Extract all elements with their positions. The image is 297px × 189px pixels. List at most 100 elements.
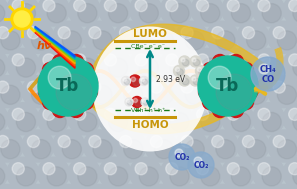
Circle shape: [201, 112, 220, 132]
Circle shape: [108, 112, 128, 132]
Circle shape: [126, 99, 129, 102]
Circle shape: [173, 66, 184, 77]
Circle shape: [177, 69, 184, 75]
Circle shape: [283, 0, 297, 26]
Circle shape: [108, 167, 128, 186]
Circle shape: [176, 76, 208, 108]
Circle shape: [201, 167, 220, 186]
Circle shape: [166, 0, 178, 12]
Circle shape: [133, 98, 138, 103]
Circle shape: [121, 77, 130, 85]
Circle shape: [181, 136, 193, 148]
Circle shape: [119, 27, 132, 39]
Circle shape: [43, 163, 55, 175]
Circle shape: [129, 157, 162, 189]
Circle shape: [241, 98, 247, 102]
Circle shape: [197, 163, 208, 175]
Circle shape: [104, 0, 116, 12]
Circle shape: [190, 75, 201, 86]
Circle shape: [179, 75, 190, 86]
Circle shape: [58, 27, 70, 39]
Circle shape: [68, 157, 100, 189]
Circle shape: [1, 85, 20, 104]
Circle shape: [22, 21, 54, 53]
Circle shape: [141, 78, 144, 81]
Circle shape: [12, 0, 24, 12]
Circle shape: [227, 54, 239, 66]
Circle shape: [16, 112, 36, 132]
Circle shape: [198, 84, 214, 99]
Circle shape: [237, 21, 269, 53]
Circle shape: [252, 48, 285, 80]
Circle shape: [145, 184, 177, 189]
Circle shape: [7, 103, 39, 135]
Circle shape: [69, 102, 83, 118]
Circle shape: [124, 140, 143, 159]
Circle shape: [142, 99, 146, 102]
Circle shape: [0, 58, 5, 77]
Circle shape: [47, 167, 66, 186]
Circle shape: [262, 167, 281, 186]
Circle shape: [81, 66, 86, 70]
Circle shape: [129, 103, 162, 135]
Circle shape: [246, 88, 250, 92]
Circle shape: [169, 144, 195, 170]
Circle shape: [104, 54, 116, 66]
Circle shape: [145, 76, 177, 108]
Circle shape: [231, 4, 251, 23]
Circle shape: [216, 31, 235, 50]
Circle shape: [241, 66, 247, 70]
Polygon shape: [35, 26, 75, 57]
Circle shape: [216, 140, 235, 159]
Circle shape: [37, 103, 69, 135]
Circle shape: [0, 112, 5, 132]
Circle shape: [197, 108, 208, 120]
Circle shape: [74, 54, 86, 66]
Circle shape: [127, 100, 132, 105]
Circle shape: [139, 112, 158, 132]
Circle shape: [53, 21, 85, 53]
Circle shape: [78, 4, 97, 23]
Circle shape: [242, 27, 255, 39]
Circle shape: [262, 4, 281, 23]
Circle shape: [206, 98, 211, 102]
Circle shape: [53, 130, 85, 162]
Circle shape: [289, 54, 297, 66]
Circle shape: [135, 163, 147, 175]
Circle shape: [237, 130, 269, 162]
Circle shape: [114, 184, 146, 189]
Circle shape: [237, 76, 269, 108]
Circle shape: [38, 56, 98, 116]
Circle shape: [197, 54, 208, 66]
Circle shape: [104, 163, 116, 175]
Circle shape: [268, 130, 297, 162]
Circle shape: [108, 4, 128, 23]
Circle shape: [139, 4, 158, 23]
Circle shape: [12, 163, 24, 175]
Circle shape: [125, 98, 133, 106]
Circle shape: [175, 149, 183, 157]
Circle shape: [150, 81, 162, 93]
Circle shape: [160, 0, 192, 26]
Circle shape: [166, 163, 178, 175]
Circle shape: [227, 163, 239, 175]
Circle shape: [48, 66, 71, 89]
Circle shape: [212, 27, 224, 39]
Circle shape: [22, 184, 54, 189]
Circle shape: [135, 100, 141, 106]
Circle shape: [47, 4, 66, 23]
Circle shape: [135, 108, 147, 120]
Circle shape: [247, 85, 266, 104]
Circle shape: [160, 103, 192, 135]
Circle shape: [208, 66, 231, 89]
Text: 2.93 eV: 2.93 eV: [156, 74, 185, 84]
Polygon shape: [35, 27, 75, 60]
Circle shape: [53, 102, 67, 118]
Circle shape: [132, 79, 140, 86]
Circle shape: [56, 105, 61, 111]
Circle shape: [247, 140, 266, 159]
Text: VBh⁺ h⁺ h⁺: VBh⁺ h⁺ h⁺: [131, 108, 165, 112]
Circle shape: [139, 58, 158, 77]
Circle shape: [190, 56, 201, 67]
Circle shape: [216, 85, 235, 104]
